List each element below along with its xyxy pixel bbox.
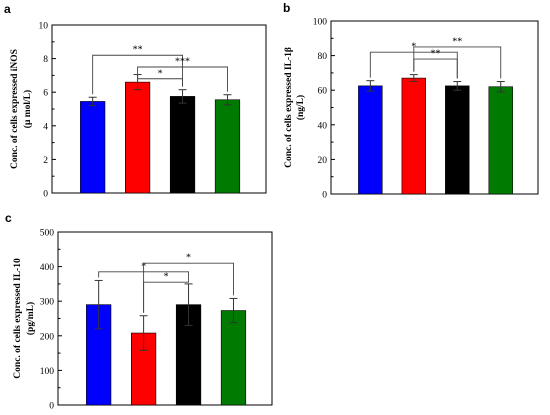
significance-label: ** — [452, 36, 462, 47]
significance-label: *** — [175, 57, 190, 68]
y-axis-unit: (μ mol/L) — [22, 90, 33, 128]
significance-label: * — [158, 68, 163, 79]
bar — [488, 86, 513, 195]
y-tick-label: 40 — [318, 121, 328, 131]
significance-label: * — [164, 272, 169, 283]
significance-bracket — [137, 66, 228, 92]
y-tick-label: 80 — [318, 52, 328, 62]
y-tick-label: 10 — [39, 22, 49, 32]
panel-b: b 0 20 40 60 80 100 Conc. of cells expressed IL… — [283, 1, 539, 201]
panel-a: a 0 2 4 6 8 10 Conc. of cells expressed iNOS (μ … — [4, 2, 267, 200]
significance-bracket — [143, 280, 189, 313]
y-tick-label: 6 — [43, 89, 48, 99]
panel-letter: a — [4, 2, 11, 16]
y-tick-label: 60 — [318, 87, 328, 97]
y-tick-label: 0 — [43, 190, 48, 200]
y-axis-unit: (ng/L) — [295, 95, 306, 120]
bar — [124, 81, 151, 194]
significance-label: ** — [431, 49, 441, 60]
y-axis-unit: (pg/mL) — [25, 302, 36, 335]
bar — [220, 310, 247, 406]
y-axis-label: Conc. of cells expressed IL-1β — [284, 47, 294, 168]
panel-c: c 0 100 200 300 400 500 Conc. of cells expresse… — [5, 211, 273, 412]
y-tick-label: 500 — [40, 229, 55, 239]
y-axis-label: Conc. of cells expressed IL-10 — [13, 258, 23, 379]
bar — [169, 96, 196, 194]
y-axis-label: Conc. of cells expressed iNOS — [10, 49, 20, 169]
panel-letter: c — [5, 211, 12, 225]
bar — [401, 77, 427, 195]
y-tick-label: 4 — [43, 122, 48, 132]
y-tick-label: 8 — [43, 55, 48, 65]
significance-label: * — [186, 253, 191, 264]
panel-letter: b — [283, 1, 290, 15]
significance-bracket — [413, 58, 458, 79]
y-tick-label: 200 — [40, 332, 55, 342]
significance-bracket — [92, 54, 183, 95]
y-tick-label: 400 — [40, 263, 55, 273]
y-tick-label: 2 — [43, 156, 48, 166]
y-tick-label: 300 — [40, 298, 55, 308]
bar — [214, 99, 241, 194]
significance-bracket — [137, 71, 183, 87]
y-tick-label: 0 — [322, 191, 327, 201]
y-tick-label: 100 — [313, 18, 328, 28]
y-tick-label: 0 — [49, 402, 54, 412]
significance-label: ** — [133, 45, 143, 56]
y-tick-label: 20 — [318, 156, 328, 166]
bar — [445, 85, 470, 195]
bar — [358, 85, 383, 195]
bar — [80, 101, 106, 194]
y-tick-label: 100 — [40, 367, 55, 377]
